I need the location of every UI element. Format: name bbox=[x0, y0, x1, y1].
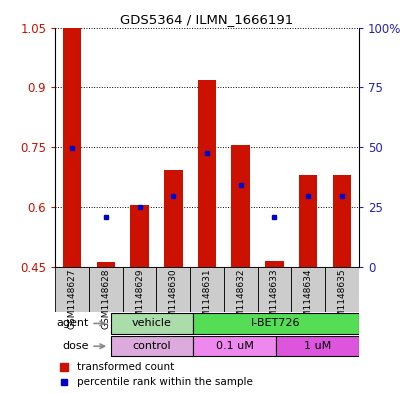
Bar bbox=[156, 267, 190, 312]
Text: dose: dose bbox=[62, 341, 88, 351]
Title: GDS5364 / ILMN_1666191: GDS5364 / ILMN_1666191 bbox=[120, 13, 293, 26]
Bar bbox=[324, 267, 358, 312]
Bar bbox=[110, 336, 193, 356]
Text: GSM1148631: GSM1148631 bbox=[202, 268, 211, 329]
Text: GSM1148635: GSM1148635 bbox=[337, 268, 346, 329]
Text: 1 uM: 1 uM bbox=[303, 341, 330, 351]
Bar bbox=[110, 313, 193, 334]
Bar bbox=[275, 336, 358, 356]
Bar bbox=[89, 267, 122, 312]
Bar bbox=[63, 28, 81, 267]
Text: transformed count: transformed count bbox=[76, 362, 173, 372]
Text: GSM1148628: GSM1148628 bbox=[101, 268, 110, 329]
Text: agent: agent bbox=[56, 318, 88, 329]
Bar bbox=[298, 175, 317, 267]
Bar bbox=[332, 175, 350, 267]
Bar bbox=[55, 267, 89, 312]
Bar bbox=[164, 170, 182, 267]
Bar bbox=[193, 336, 275, 356]
Text: GSM1148627: GSM1148627 bbox=[67, 268, 76, 329]
Text: GSM1148633: GSM1148633 bbox=[269, 268, 278, 329]
Bar bbox=[231, 145, 249, 267]
Bar bbox=[291, 267, 324, 312]
Text: GSM1148634: GSM1148634 bbox=[303, 268, 312, 329]
Text: percentile rank within the sample: percentile rank within the sample bbox=[76, 377, 252, 387]
Text: vehicle: vehicle bbox=[132, 318, 171, 329]
Text: GSM1148629: GSM1148629 bbox=[135, 268, 144, 329]
Bar bbox=[193, 313, 358, 334]
Bar bbox=[130, 205, 148, 267]
Bar bbox=[223, 267, 257, 312]
Text: GSM1148630: GSM1148630 bbox=[169, 268, 178, 329]
Text: 0.1 uM: 0.1 uM bbox=[215, 341, 253, 351]
Bar bbox=[197, 80, 216, 267]
Bar bbox=[97, 262, 115, 267]
Text: GSM1148632: GSM1148632 bbox=[236, 268, 245, 329]
Bar bbox=[122, 267, 156, 312]
Text: control: control bbox=[132, 341, 171, 351]
Bar bbox=[257, 267, 291, 312]
Bar bbox=[265, 261, 283, 267]
Bar bbox=[190, 267, 223, 312]
Text: I-BET726: I-BET726 bbox=[251, 318, 300, 329]
